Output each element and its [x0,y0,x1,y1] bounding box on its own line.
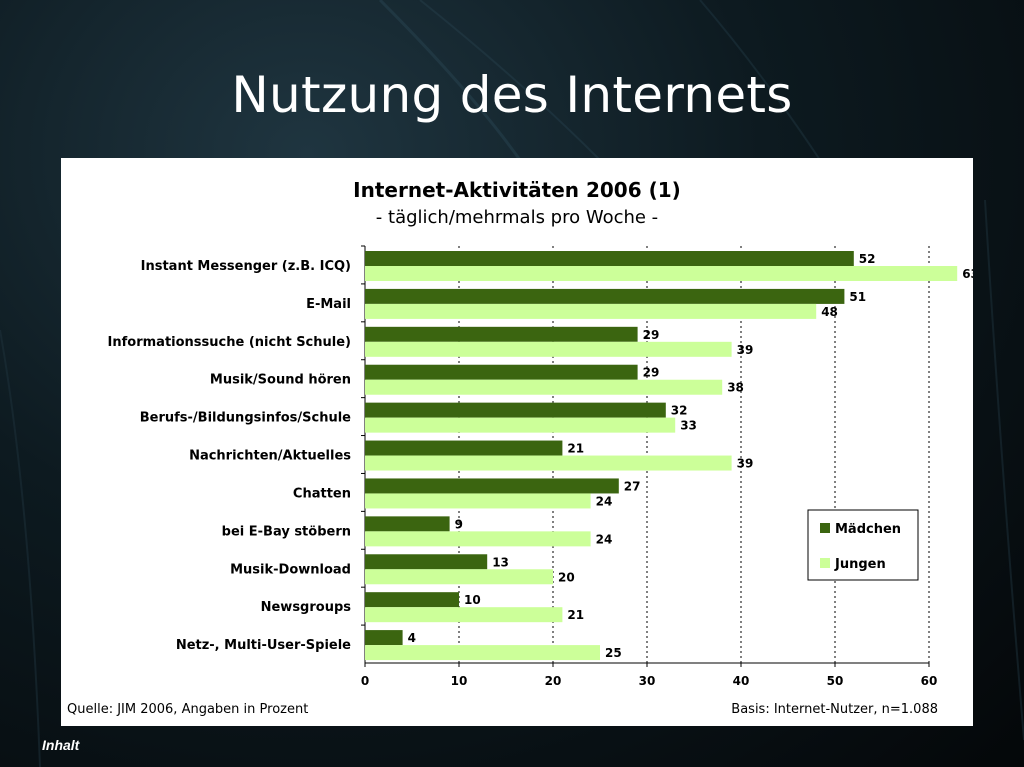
bar-maedchen [365,592,459,608]
chart-title: Internet-Aktivitäten 2006 (1) [353,178,681,202]
bar-jungen [365,531,591,547]
data-label: 29 [643,328,660,342]
bar-jungen [365,303,817,319]
bar-maedchen [365,440,563,456]
category-label: Musik/Sound hören [210,373,351,388]
bar-jungen [365,493,591,509]
bar-maedchen [365,478,619,494]
bar-chart: Instant Messenger (z.B. ICQ) 52 63 E-Mail 51… [108,245,973,688]
legend-box [807,509,919,581]
category-label: Nachrichten/Aktuelles [189,449,351,464]
data-label: 63 [962,267,973,281]
data-label: 39 [737,343,754,357]
data-label: 9 [455,517,463,531]
legend-label: Mädchen [835,522,901,537]
bar-jungen [365,417,676,433]
data-label: 4 [408,631,416,645]
data-label: 24 [596,532,613,546]
category-label: Netz-, Multi-User-Spiele [176,638,351,653]
x-tick-label: 30 [639,674,656,688]
x-tick-label: 40 [733,674,750,688]
data-label: 48 [821,305,838,319]
category-label: E-Mail [306,297,351,312]
bar-maedchen [365,326,638,342]
bar-maedchen [365,402,666,418]
chart-source: Quelle: JIM 2006, Angaben in Prozent [67,702,309,717]
bar-maedchen [365,630,403,646]
data-label: 10 [464,593,481,607]
legend-swatch [820,558,830,568]
category-label: Chatten [293,486,351,501]
bar-jungen [365,645,600,661]
data-label: 25 [605,646,622,660]
x-tick-label: 10 [451,674,468,688]
bar-maedchen [365,251,854,266]
x-tick-label: 60 [921,674,938,688]
bar-maedchen [365,554,488,570]
data-label: 38 [727,381,744,395]
bar-jungen [365,379,723,395]
bar-jungen [365,341,732,357]
category-label: Musik-Download [230,562,351,577]
bar-jungen [365,607,563,623]
category-label: bei E-Bay stöbern [222,524,351,539]
x-tick-label: 20 [545,674,562,688]
chart-panel: Internet-Aktivitäten 2006 (1) - täglich/… [61,158,973,726]
slide-title: Nutzung des Internets [231,66,793,124]
bar-maedchen [365,516,450,532]
data-label: 32 [671,404,688,418]
bar-jungen [365,455,732,471]
legend-label: Jungen [834,557,886,572]
category-label: Newsgroups [261,600,352,615]
chart-basis: Basis: Internet-Nutzer, n=1.088 [731,702,938,717]
data-label: 20 [558,570,575,584]
legend-swatch [820,523,830,533]
category-label: Informationssuche (nicht Schule) [108,335,351,350]
contents-link[interactable]: Inhalt [42,737,80,753]
bar-jungen [365,266,958,281]
data-label: 21 [567,608,584,622]
bar-jungen [365,569,553,585]
data-label: 24 [596,494,613,508]
x-tick-label: 50 [827,674,844,688]
bar-maedchen [365,364,638,380]
data-label: 39 [737,457,754,471]
data-label: 51 [849,290,866,304]
chart-subtitle: - täglich/mehrmals pro Woche - [375,207,659,228]
data-label: 21 [567,442,584,456]
data-label: 52 [859,252,876,266]
data-label: 33 [680,419,697,433]
x-tick-label: 0 [361,674,369,688]
bar-maedchen [365,288,845,304]
data-label: 29 [643,366,660,380]
data-label: 13 [492,555,509,569]
category-label: Instant Messenger (z.B. ICQ) [141,259,351,274]
category-label: Berufs-/Bildungsinfos/Schule [140,411,351,426]
data-label: 27 [624,479,641,493]
